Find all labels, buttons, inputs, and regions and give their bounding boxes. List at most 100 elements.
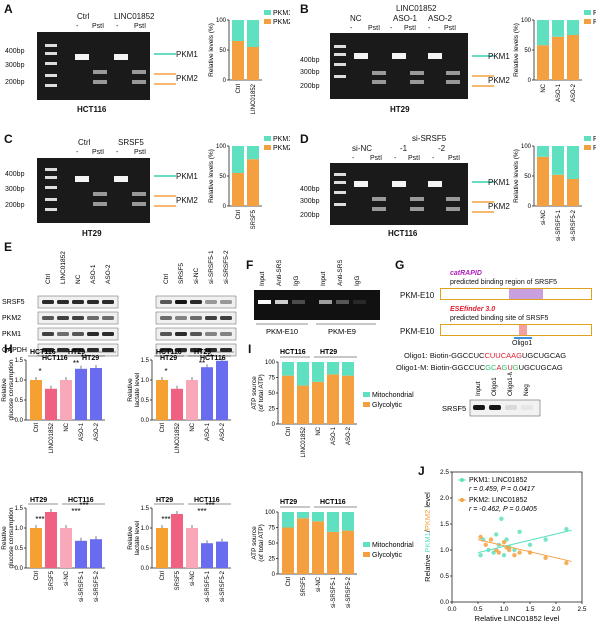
stacked-bar-c: 100 50 0 Relative levels (%) Ctrl SRSF5 PKM1 PK… — [208, 136, 290, 229]
x-tick-label: Ctrl — [236, 210, 242, 219]
bar — [75, 540, 87, 568]
y-axis-label-part: PKM1 — [423, 532, 432, 552]
pkm1-label: PKM1 — [488, 52, 510, 61]
bar-mitochondrial — [282, 362, 294, 376]
binding-site — [519, 325, 527, 335]
x-axis-label: Relative LINC01852 level — [475, 614, 560, 623]
y-tick-label: 1.0 — [15, 526, 24, 532]
x-tick-label: LINC01852 — [49, 422, 55, 453]
bar-pkm1 — [537, 146, 549, 157]
oligo1-sequence: Oligo1: Biotin-GGCCUCCUUCAAGUGCUGCAG — [404, 351, 566, 360]
bar-glycolytic — [342, 375, 354, 424]
lane-label: - — [116, 149, 119, 156]
x-tick-label: LINC01852 — [251, 83, 257, 114]
y-tick-label: 1.5 — [15, 506, 24, 512]
plot-frame — [451, 471, 583, 603]
bar — [171, 388, 183, 420]
rip-band — [336, 300, 349, 304]
fit-line-pkm1 — [477, 529, 572, 554]
legend-dot-pkm1 — [460, 478, 464, 482]
pkm2-label: PKM2 — [176, 74, 198, 83]
bar-pkm1 — [232, 146, 244, 173]
significance-mark: *** — [35, 515, 44, 524]
y-tick-label: 0.0 — [141, 418, 150, 424]
bar — [186, 528, 198, 568]
arrows-d — [472, 181, 494, 213]
y-tick-label: 1.5 — [440, 521, 449, 528]
point-pkm1 — [494, 532, 499, 537]
group-aso2: ASO-2 — [428, 14, 453, 23]
scatter-plot-j: 0.0 0.5 1.0 1.5 2.0 2.5 2.5 2.0 1.5 1.0 0.5 0.0 Rela… — [423, 469, 587, 623]
x-tick-label: Ctrl — [34, 571, 40, 580]
blot-band — [87, 300, 99, 304]
bp-300: 300bp — [5, 186, 25, 193]
significance-mark: ** — [81, 353, 87, 362]
bar-pkm2 — [552, 174, 564, 206]
lane-label: - — [390, 25, 393, 32]
point-pkm1 — [478, 553, 483, 558]
y-tick-label: 0.5 — [141, 398, 150, 404]
blot-lane-label: SRSF5 — [178, 263, 185, 284]
point-pkm1 — [543, 537, 548, 542]
panel-label-g: G — [395, 258, 405, 272]
blot-band — [175, 300, 187, 304]
y-tick-label: 0 — [223, 204, 227, 210]
blot-band — [72, 300, 84, 304]
bar — [30, 380, 42, 420]
cell-label: HCT116 — [320, 499, 346, 506]
x-tick-label: 2.0 — [551, 606, 560, 613]
y-tick-label: 25 — [268, 407, 275, 413]
blot-band — [42, 332, 54, 336]
blot-band — [190, 332, 202, 336]
blot-lane-label: Ctrl — [163, 273, 170, 284]
oligo-bar — [514, 337, 532, 339]
y-tick-label: 100 — [521, 18, 532, 24]
x-tick-label: ASO-2 — [220, 422, 226, 441]
lane-label: PstI — [134, 149, 147, 156]
significance-mark: * — [38, 367, 41, 376]
y-tick-label: 50 — [268, 541, 275, 547]
lane-label: - — [116, 23, 119, 30]
blot-band — [87, 316, 99, 320]
bar — [201, 367, 213, 420]
y-axis-label-part: level — [423, 492, 432, 510]
bp-400: 400bp — [5, 171, 25, 178]
y-tick-label: 50 — [219, 48, 226, 54]
group-si2: -2 — [438, 144, 446, 153]
legend-pkm1: PKM1 — [593, 136, 596, 143]
blot-band — [72, 348, 84, 352]
x-tick-label: si-NC — [190, 570, 196, 586]
blot-cell-label: HCT116 — [42, 355, 68, 362]
bar-glycolytic — [342, 530, 354, 574]
y-tick-label: 1.0 — [141, 526, 150, 532]
bp-300: 300bp — [5, 62, 25, 69]
panel-label-a: A — [4, 2, 13, 16]
blot-lane-label: si-SRSF5-2 — [223, 250, 230, 284]
legend-swatch-pkm1 — [264, 10, 271, 15]
point-pkm1 — [564, 527, 569, 532]
bar-pkm1 — [247, 20, 259, 47]
seq-mut: A — [496, 363, 502, 372]
x-tick-label: si-SRSF5-1 — [205, 570, 211, 602]
rip-lane-label: IgG — [293, 276, 300, 286]
exon-box-1 — [440, 288, 592, 300]
pulldown-lane-label: Oligo1-M — [507, 372, 514, 396]
blot-band — [175, 316, 187, 320]
x-tick-label: ASO-1 — [205, 422, 211, 441]
pkm1-label: PKM1 — [176, 50, 198, 59]
x-tick-label: NC — [190, 422, 196, 431]
legend-pkm2: PKM2 — [273, 19, 290, 26]
significance-mark: ** — [73, 359, 79, 368]
pulldown-strip — [469, 399, 541, 417]
oligo-label: Oligo1 — [512, 340, 533, 347]
legend-swatch-pkm1 — [584, 136, 591, 141]
lane-label: - — [352, 155, 355, 162]
y-axis-label: ATP source — [251, 376, 258, 410]
blot-band — [42, 316, 54, 320]
legend-swatch-pkm2 — [264, 19, 271, 24]
lane-label: - — [428, 25, 431, 32]
pulldown-band — [489, 405, 501, 410]
panel-label-d: D — [300, 132, 309, 146]
bar-pkm1 — [552, 20, 564, 37]
